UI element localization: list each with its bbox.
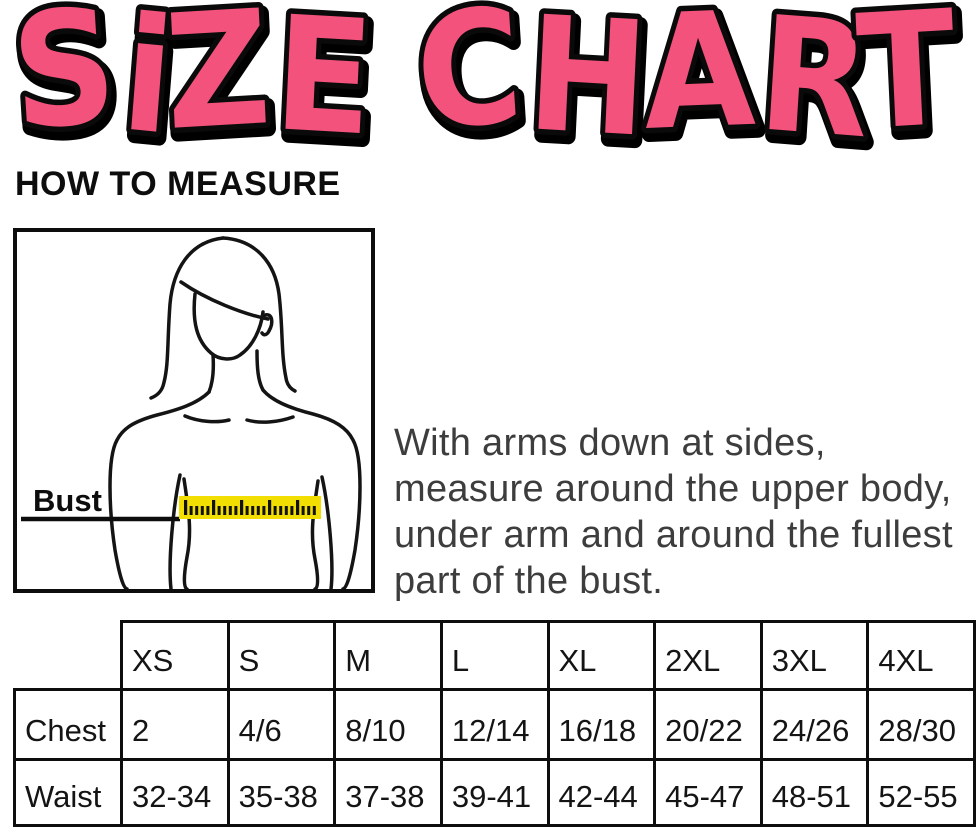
size-cell: 32-34 [120, 758, 230, 827]
hair-right [221, 236, 297, 393]
ear-right [260, 313, 274, 337]
size-cell: 28/30 [866, 688, 976, 761]
size-header-row: XS S M L XL 2XL 3XL 4XL [15, 620, 976, 691]
size-cell: 42-44 [546, 758, 657, 827]
chest-row: Chest 2 4/6 8/10 12/14 16/18 20/22 24/26… [13, 688, 976, 761]
size-cell: 48-51 [759, 758, 870, 827]
measure-instructions: With arms down at sides, measure around … [394, 422, 953, 602]
inner-arm-right [320, 475, 334, 589]
size-cell: 8/10 [333, 688, 443, 761]
size-cell: 37-38 [333, 758, 443, 827]
collarbone-right [245, 415, 295, 424]
size-col-header: XL [546, 620, 657, 691]
woman-outline [108, 236, 362, 589]
hair-left [149, 236, 225, 400]
size-cell: 45-47 [653, 758, 763, 827]
size-cell: 4/6 [226, 688, 337, 761]
collarbone-left [183, 414, 231, 424]
size-chart-title-shadow: SiZE CHART [9, 0, 963, 160]
shoulder-arm-left [108, 390, 211, 589]
size-col-header: S [226, 620, 337, 691]
waist-row: Waist 32-34 35-38 37-38 39-41 42-44 45-4… [13, 758, 976, 827]
size-cell: 2 [120, 688, 230, 761]
size-col-header: 4XL [866, 620, 976, 691]
size-cell: 24/26 [759, 688, 870, 761]
size-col-header: M [333, 620, 443, 691]
how-to-measure-heading: HOW TO MEASURE [15, 165, 341, 203]
size-cell: 12/14 [439, 688, 550, 761]
bust-label: Bust [33, 483, 102, 518]
size-chart-title: SiZE CHART SiZE CHART [0, 0, 971, 160]
neck-left [207, 353, 216, 394]
measuring-tape [179, 496, 321, 519]
inner-arm-left [168, 473, 182, 589]
measurement-figure-box: Bust [13, 228, 375, 593]
torso-left [182, 477, 192, 589]
tape-band [179, 496, 321, 519]
row-label: Waist [13, 758, 123, 827]
size-col-header: L [439, 620, 550, 691]
size-chart-title-text: SiZE CHART [6, 0, 960, 160]
neck-right [255, 349, 265, 392]
size-cell: 52-55 [866, 758, 976, 827]
size-col-header: 2XL [653, 620, 763, 691]
corner-cell [15, 622, 122, 690]
size-cell: 16/18 [546, 688, 657, 761]
size-cell: 39-41 [439, 758, 550, 827]
hair-fringe [179, 280, 270, 321]
size-cell: 20/22 [653, 688, 763, 761]
measurement-figure-illustration: Bust [21, 236, 362, 589]
size-table: XS S M L XL 2XL 3XL 4XL Chest 2 4/6 8/10… [13, 620, 976, 827]
shoulder-arm-right [261, 388, 362, 589]
size-cell: 35-38 [226, 758, 337, 827]
row-label: Chest [13, 688, 123, 761]
size-col-header: 3XL [759, 620, 870, 691]
size-col-header: XS [120, 620, 230, 691]
face [192, 292, 265, 361]
